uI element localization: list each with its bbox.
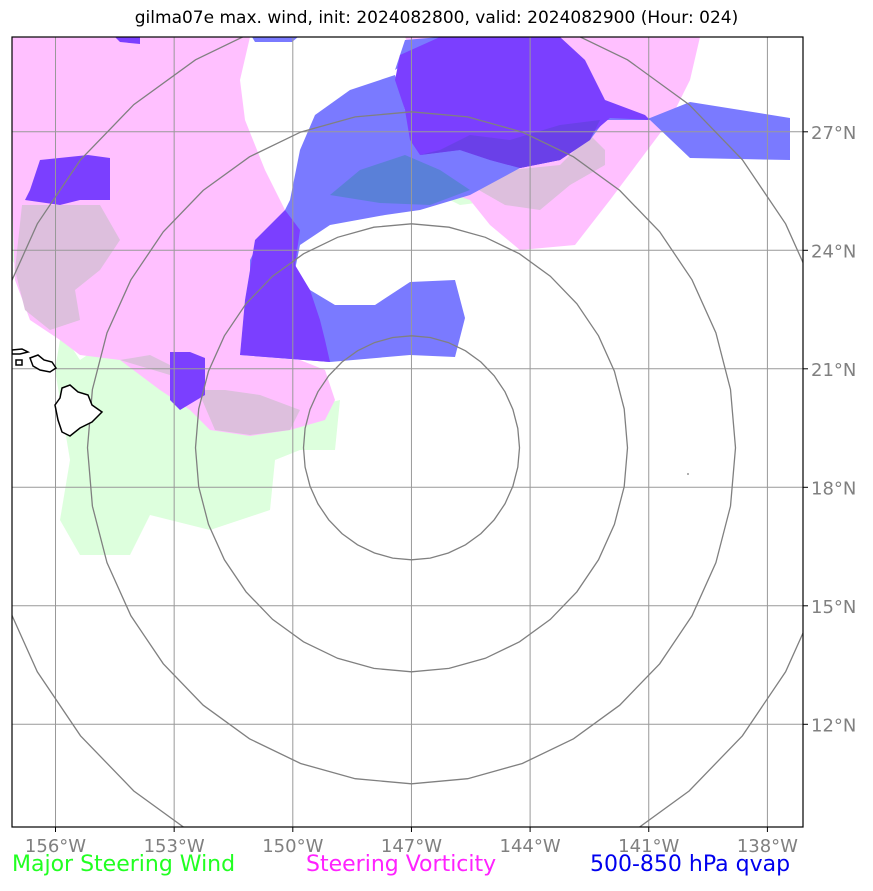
island-molokai	[12, 348, 31, 355]
latitude-gridlines	[12, 131, 803, 725]
latitude-label: 12°N	[811, 715, 856, 736]
qvap-area	[240, 75, 790, 362]
island-hawaii	[54, 384, 104, 437]
qvap-core	[240, 210, 330, 362]
qvap-area	[252, 37, 298, 42]
longitude-tick-labels: 156°W 153°W 150°W 147°W 144°W 141°W 138°W	[25, 836, 798, 857]
axis-ticks	[55, 131, 808, 832]
overlap-area	[470, 135, 605, 210]
island-maui	[29, 354, 58, 373]
latitude-label: 18°N	[811, 478, 856, 499]
island-lanai	[15, 359, 23, 366]
distance-ring	[12, 37, 803, 827]
longitude-label: 141°W	[618, 836, 679, 857]
map-title: gilma07e max. wind, init: 2024082800, va…	[134, 8, 739, 28]
legend-steering-vorticity: Steering Vorticity	[306, 852, 497, 877]
longitude-label: 153°W	[144, 836, 205, 857]
distance-ring	[302, 335, 521, 561]
longitude-label: 147°W	[381, 836, 442, 857]
qvap-core	[170, 352, 205, 410]
legend-steering-wind: Major Steering Wind	[12, 852, 236, 877]
overlap-area	[15, 205, 120, 330]
hawaii-coastline	[12, 348, 104, 437]
map-frame	[11, 36, 804, 828]
latitude-label: 27°N	[811, 123, 856, 144]
latitude-label: 21°N	[811, 360, 856, 381]
longitude-label: 150°W	[262, 836, 323, 857]
latitude-label: 15°N	[811, 597, 856, 618]
longitude-label: 144°W	[500, 836, 561, 857]
tiny-island-marker	[687, 473, 689, 475]
qvap-core	[115, 37, 140, 44]
distance-ring	[194, 223, 629, 673]
legend-qvap: 500-850 hPa qvap	[590, 852, 791, 877]
steering-vorticity-area	[12, 37, 335, 436]
longitude-gridlines	[55, 37, 768, 827]
latitude-tick-labels: 27°N 24°N 21°N 18°N 15°N 12°N	[811, 123, 856, 736]
longitude-label: 156°W	[25, 836, 86, 857]
latitude-label: 24°N	[811, 241, 856, 262]
distance-ring	[86, 111, 737, 785]
longitude-label: 138°W	[737, 836, 798, 857]
overlap-area	[120, 355, 300, 435]
distance-rings	[12, 37, 803, 827]
qvap-area	[330, 155, 470, 205]
